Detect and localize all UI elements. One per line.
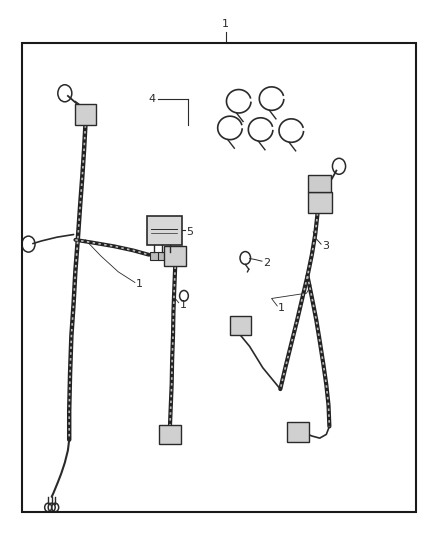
Bar [150, 252, 159, 260]
Bar [164, 246, 186, 266]
Bar [307, 192, 332, 213]
Text: 1: 1 [278, 303, 285, 313]
Bar [22, 43, 416, 512]
Bar [287, 422, 309, 442]
Bar [230, 316, 251, 335]
Bar [147, 216, 182, 245]
Text: 1: 1 [136, 279, 143, 288]
Text: 4: 4 [148, 94, 155, 103]
Text: 5: 5 [186, 227, 193, 237]
Bar [158, 252, 166, 260]
Bar [75, 104, 96, 125]
Text: 1: 1 [222, 19, 229, 29]
Bar [308, 175, 331, 192]
Text: 2: 2 [263, 258, 270, 268]
Bar [166, 252, 174, 260]
Text: 3: 3 [322, 241, 329, 251]
Bar [159, 425, 181, 444]
Text: 1: 1 [180, 300, 187, 310]
